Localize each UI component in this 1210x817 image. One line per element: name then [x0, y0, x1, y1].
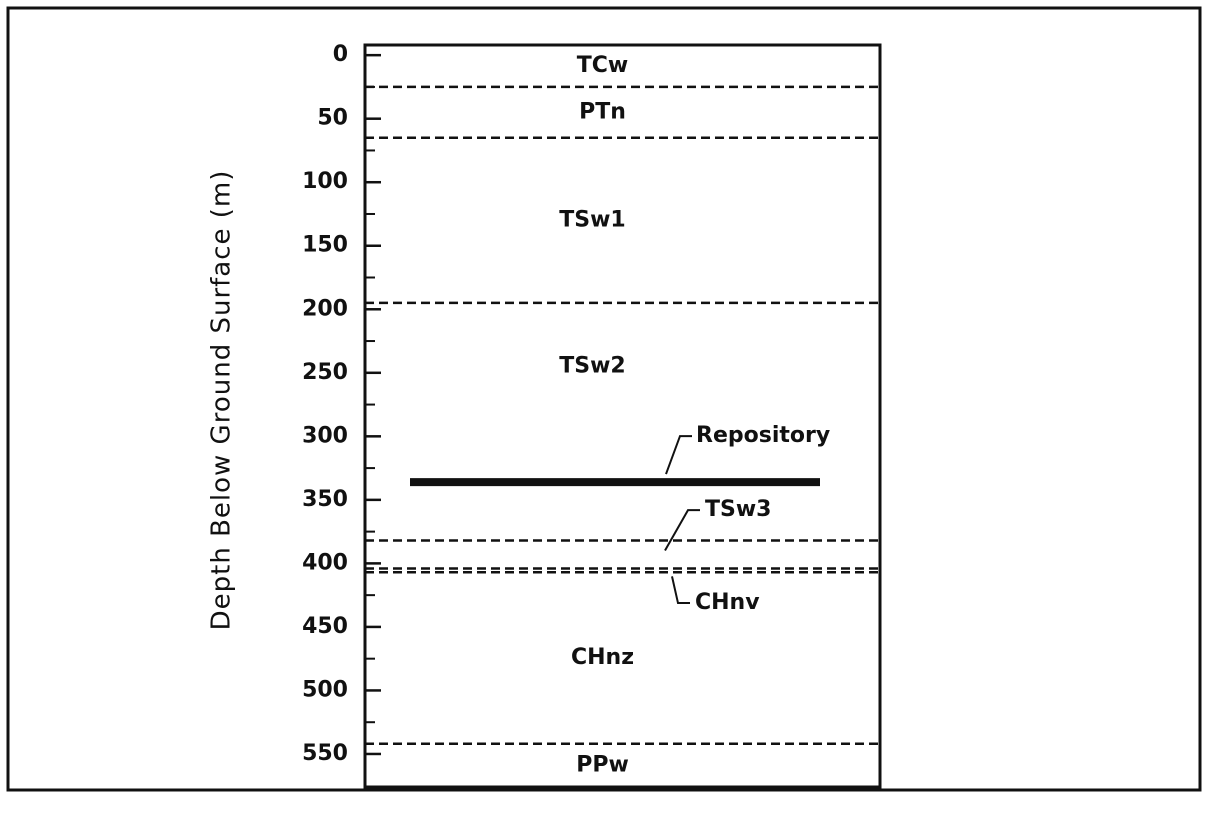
- callout: [671, 576, 690, 605]
- unit-label: PTn: [579, 99, 626, 124]
- unit-label: TCw: [577, 53, 628, 78]
- repository-label: Repository: [696, 423, 830, 448]
- unit-label: TSw2: [559, 354, 625, 379]
- y-tick-label: 350: [302, 487, 348, 512]
- callout: [664, 509, 700, 551]
- y-tick-label: 200: [302, 296, 348, 321]
- callout: [665, 435, 692, 475]
- y-axis-label: Depth Below Ground Surface (m): [207, 170, 237, 631]
- unit-label: TSw3: [705, 497, 771, 522]
- y-tick-label: 150: [302, 233, 348, 258]
- y-tick-label: 50: [317, 106, 348, 131]
- y-tick-label: 400: [302, 550, 348, 575]
- y-tick-label: 550: [302, 741, 348, 766]
- plot-frame: [363, 43, 882, 789]
- frame: [6, 6, 1202, 792]
- y-tick-label: 100: [302, 169, 348, 194]
- unit-label: PPw: [576, 752, 629, 777]
- unit-label: CHnz: [571, 645, 634, 670]
- y-tick-label: 250: [302, 360, 348, 385]
- y-tick-label: 0: [333, 42, 348, 67]
- y-tick-label: 300: [302, 423, 348, 448]
- unit-label: TSw1: [559, 207, 625, 232]
- unit-label: CHnv: [695, 590, 760, 615]
- y-tick-label: 450: [302, 614, 348, 639]
- y-tick-label: 500: [302, 677, 348, 702]
